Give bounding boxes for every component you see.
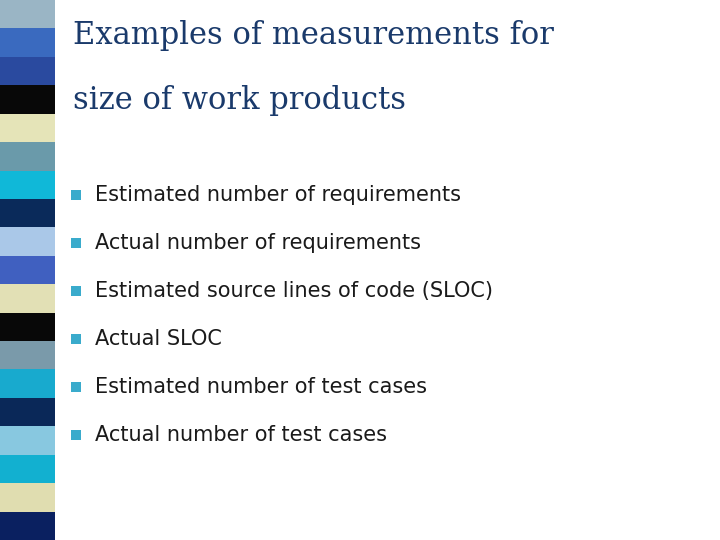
Bar [0,114,55,142]
Bar [0,142,55,171]
Bar [0,171,55,199]
Bar [0,313,55,341]
Bar [0,29,55,57]
Text: Estimated source lines of code (SLOC): Estimated source lines of code (SLOC) [95,281,493,301]
Bar [0,85,55,114]
Text: Actual SLOC: Actual SLOC [95,329,222,349]
Bar [0,455,55,483]
Bar [71,334,81,344]
Bar [0,369,55,398]
Text: Estimated number of requirements: Estimated number of requirements [95,185,461,205]
Bar [0,284,55,313]
Bar [0,57,55,85]
Bar [0,256,55,284]
Bar [0,0,55,29]
Bar [71,382,81,392]
Bar [71,190,81,200]
Bar [0,483,55,511]
Bar [71,286,81,296]
Bar [0,227,55,256]
Bar [0,426,55,455]
Text: Estimated number of test cases: Estimated number of test cases [95,377,427,397]
Bar [0,511,55,540]
Text: Actual number of test cases: Actual number of test cases [95,425,387,445]
Bar [71,430,81,440]
Bar [0,341,55,369]
Text: Examples of measurements for: Examples of measurements for [73,20,554,51]
Text: Actual number of requirements: Actual number of requirements [95,233,421,253]
Bar [0,398,55,426]
Bar [71,238,81,248]
Text: size of work products: size of work products [73,85,406,116]
Bar [0,199,55,227]
